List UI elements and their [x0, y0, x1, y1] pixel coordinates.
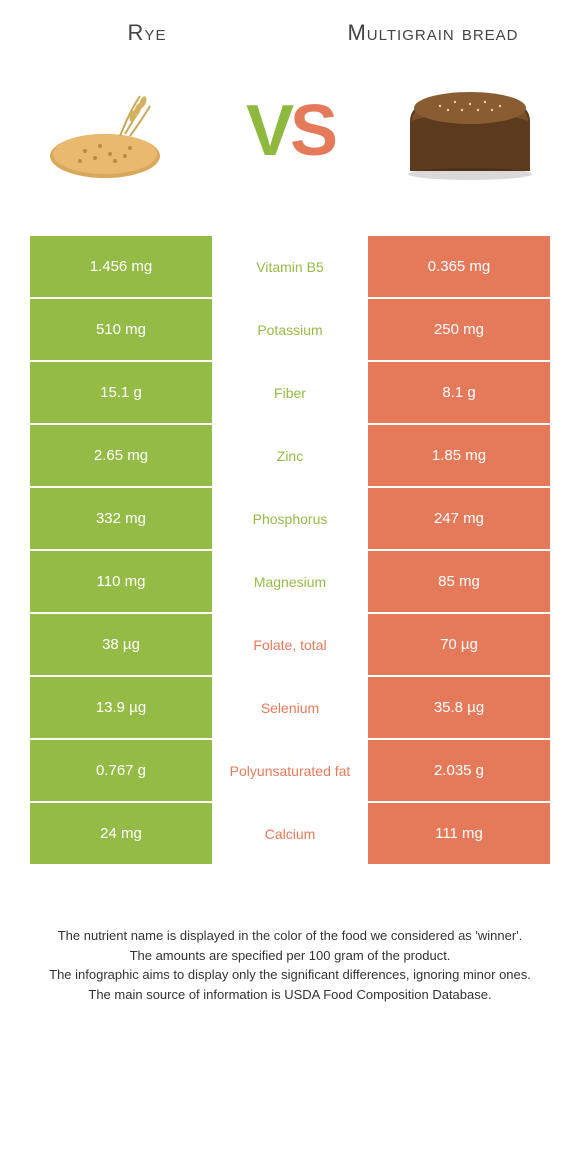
vs-v: V	[246, 91, 290, 171]
nutrient-row: 38 µgFolate, total70 µg	[30, 614, 550, 677]
right-value: 111 mg	[368, 803, 550, 866]
right-value: 70 µg	[368, 614, 550, 677]
nutrient-row: 15.1 gFiber8.1 g	[30, 362, 550, 425]
left-value: 15.1 g	[30, 362, 212, 425]
right-food-title: Multigrain bread	[316, 20, 550, 46]
nutrient-row: 0.767 gPolyunsaturated fat2.035 g	[30, 740, 550, 803]
nutrient-table: 1.456 mgVitamin B50.365 mg510 mgPotassiu…	[30, 236, 550, 866]
left-value: 2.65 mg	[30, 425, 212, 488]
nutrient-label: Fiber	[212, 362, 368, 425]
right-food-image	[390, 66, 550, 196]
nutrient-row: 13.9 µgSelenium35.8 µg	[30, 677, 550, 740]
nutrient-row: 110 mgMagnesium85 mg	[30, 551, 550, 614]
vs-row: VS	[30, 66, 550, 196]
nutrient-row: 2.65 mgZinc1.85 mg	[30, 425, 550, 488]
right-value: 250 mg	[368, 299, 550, 362]
right-value: 2.035 g	[368, 740, 550, 803]
right-value: 8.1 g	[368, 362, 550, 425]
vs-s: S	[290, 91, 334, 171]
nutrient-label: Selenium	[212, 677, 368, 740]
left-value: 0.767 g	[30, 740, 212, 803]
left-value: 110 mg	[30, 551, 212, 614]
nutrient-label: Folate, total	[212, 614, 368, 677]
footnote-line: The infographic aims to display only the…	[30, 965, 550, 985]
nutrient-row: 24 mgCalcium111 mg	[30, 803, 550, 866]
left-value: 1.456 mg	[30, 236, 212, 299]
nutrient-label: Vitamin B5	[212, 236, 368, 299]
nutrient-label: Polyunsaturated fat	[212, 740, 368, 803]
right-value: 0.365 mg	[368, 236, 550, 299]
left-value: 38 µg	[30, 614, 212, 677]
footnotes: The nutrient name is displayed in the co…	[30, 926, 550, 1004]
footnote-line: The amounts are specified per 100 gram o…	[30, 946, 550, 966]
right-value: 1.85 mg	[368, 425, 550, 488]
left-value: 13.9 µg	[30, 677, 212, 740]
footnote-line: The nutrient name is displayed in the co…	[30, 926, 550, 946]
nutrient-label: Zinc	[212, 425, 368, 488]
nutrient-label: Magnesium	[212, 551, 368, 614]
left-food-image	[30, 66, 190, 196]
nutrient-label: Calcium	[212, 803, 368, 866]
nutrient-label: Phosphorus	[212, 488, 368, 551]
right-value: 35.8 µg	[368, 677, 550, 740]
vs-label: VS	[246, 90, 334, 172]
footnote-line: The main source of information is USDA F…	[30, 985, 550, 1005]
left-value: 510 mg	[30, 299, 212, 362]
left-food-title: Rye	[30, 20, 264, 46]
nutrient-row: 1.456 mgVitamin B50.365 mg	[30, 236, 550, 299]
right-value: 247 mg	[368, 488, 550, 551]
nutrient-row: 510 mgPotassium250 mg	[30, 299, 550, 362]
left-value: 332 mg	[30, 488, 212, 551]
left-value: 24 mg	[30, 803, 212, 866]
nutrient-label: Potassium	[212, 299, 368, 362]
nutrient-row: 332 mgPhosphorus247 mg	[30, 488, 550, 551]
right-value: 85 mg	[368, 551, 550, 614]
header: Rye Multigrain bread	[30, 20, 550, 46]
